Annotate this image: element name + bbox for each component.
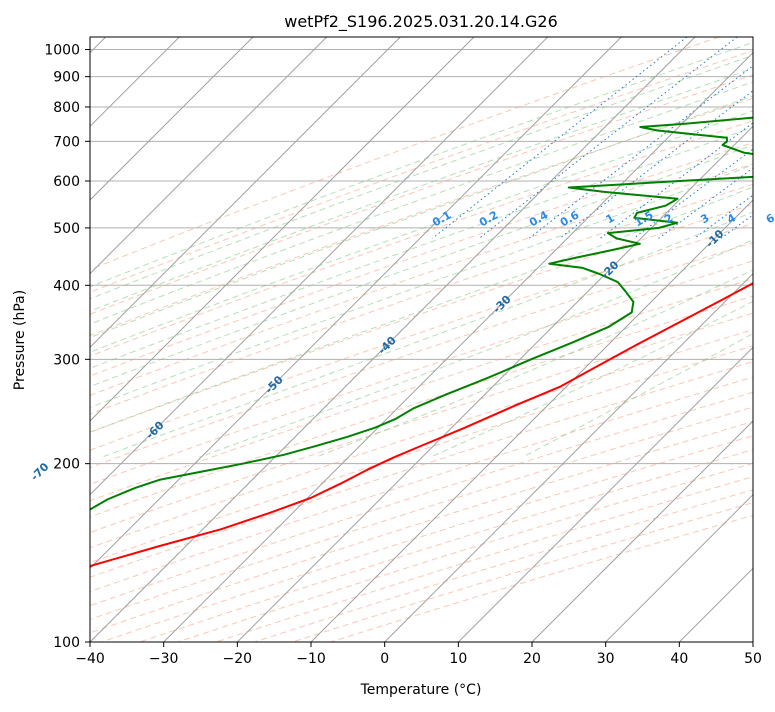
x-tick-label: −10	[296, 651, 326, 667]
y-tick-label: 100	[53, 635, 80, 651]
y-tick-label: 200	[53, 457, 80, 473]
plot-background	[90, 37, 753, 642]
y-tick-label: 600	[53, 174, 80, 190]
x-tick-label: −40	[75, 651, 105, 667]
x-axis-label: Temperature (°C)	[360, 682, 482, 698]
y-tick-label: 1000	[44, 43, 80, 59]
y-tick-label: 400	[53, 278, 80, 294]
x-tick-label: 20	[523, 651, 541, 667]
x-tick-label: −20	[223, 651, 253, 667]
y-tick-label: 800	[53, 100, 80, 116]
y-tick-label: 700	[53, 134, 80, 150]
y-tick-label: 500	[53, 221, 80, 237]
y-tick-label: 300	[53, 352, 80, 368]
chart-title: wetPf2_S196.2025.031.20.14.G26	[284, 12, 558, 32]
x-tick-label: 30	[597, 651, 615, 667]
y-axis-label: Pressure (hPa)	[12, 290, 28, 390]
x-tick-label: 10	[449, 651, 467, 667]
y-tick-label: 900	[53, 70, 80, 86]
x-tick-label: 40	[670, 651, 688, 667]
x-tick-label: −30	[149, 651, 179, 667]
x-tick-label: 0	[380, 651, 389, 667]
x-tick-label: 50	[744, 651, 762, 667]
